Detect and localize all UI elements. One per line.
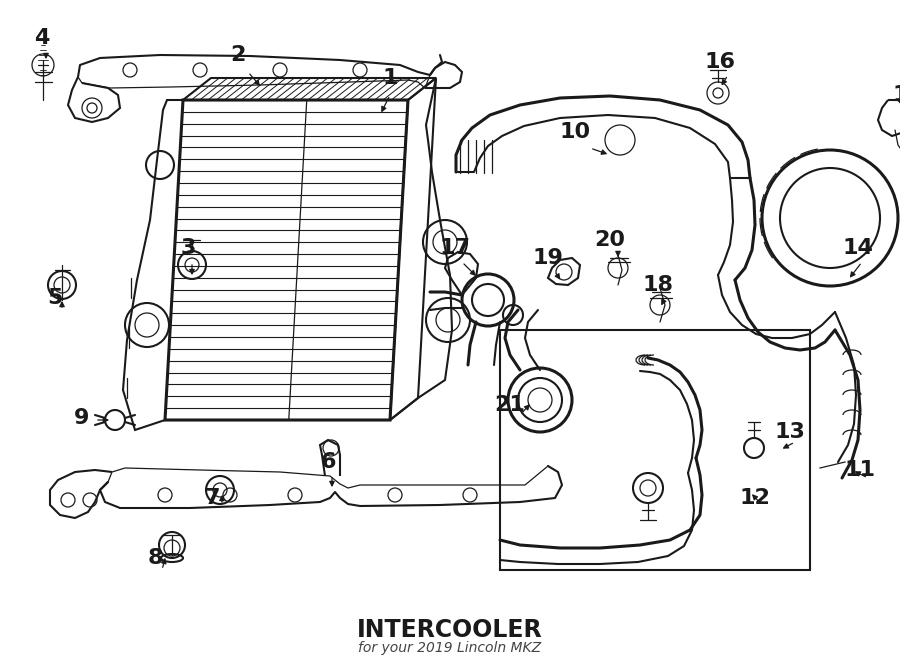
Text: 15: 15 bbox=[893, 85, 900, 105]
Text: 12: 12 bbox=[740, 488, 770, 508]
Text: 2: 2 bbox=[230, 45, 246, 65]
Text: 16: 16 bbox=[705, 52, 735, 72]
Text: 4: 4 bbox=[34, 28, 50, 48]
Text: 20: 20 bbox=[595, 230, 625, 250]
Text: 11: 11 bbox=[844, 460, 876, 480]
Text: 3: 3 bbox=[180, 238, 195, 258]
Text: 17: 17 bbox=[439, 238, 471, 258]
Text: 1: 1 bbox=[382, 68, 398, 88]
Text: for your 2019 Lincoln MKZ: for your 2019 Lincoln MKZ bbox=[358, 641, 542, 655]
Text: 18: 18 bbox=[643, 275, 673, 295]
Text: 10: 10 bbox=[560, 122, 590, 142]
Text: 21: 21 bbox=[495, 395, 526, 415]
Text: 13: 13 bbox=[775, 422, 806, 442]
Bar bbox=[500, 330, 810, 570]
Text: 7: 7 bbox=[204, 488, 220, 508]
Text: 9: 9 bbox=[75, 408, 90, 428]
Text: 14: 14 bbox=[842, 238, 873, 258]
Text: INTERCOOLER: INTERCOOLER bbox=[357, 618, 543, 642]
Text: 6: 6 bbox=[320, 452, 336, 472]
Text: 19: 19 bbox=[533, 248, 563, 268]
Text: 5: 5 bbox=[48, 288, 63, 308]
Text: 8: 8 bbox=[148, 548, 163, 568]
